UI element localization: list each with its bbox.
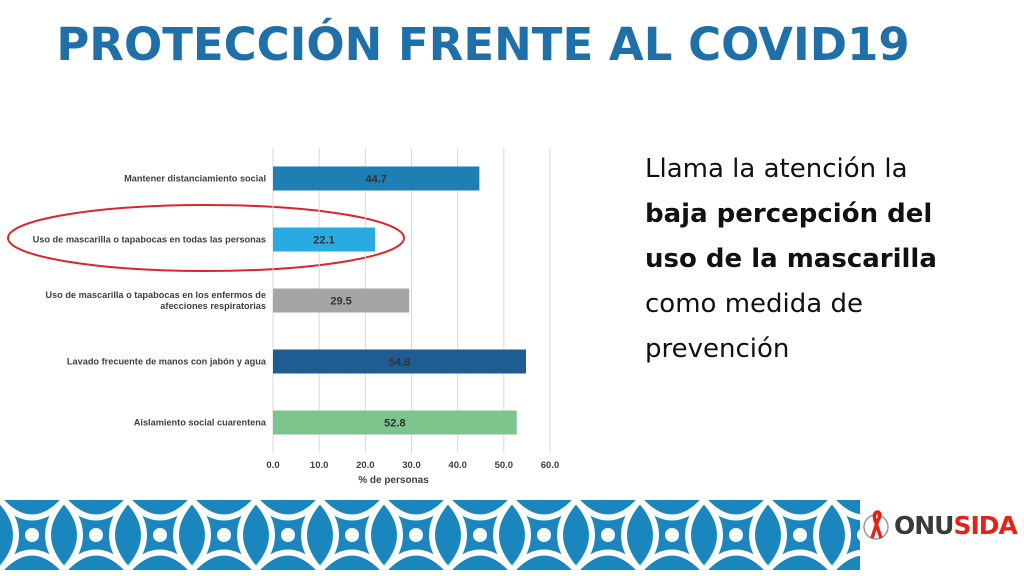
slide-title: PROTECCIÓN FRENTE AL COVID19 [56,18,910,71]
y-tick-label: Mantener distanciamiento social [124,173,266,183]
y-tick-label: Uso de mascarilla o tapabocas en todas l… [32,234,266,244]
logo-part: SIDA [953,511,1017,540]
x-tick-label: 60.0 [541,460,560,471]
value-label: 22.1 [313,235,334,247]
side-emphasis: baja percepción del uso de la mascarilla [645,199,937,274]
ribbon-logo [863,510,889,540]
x-tick-label: 40.0 [448,460,467,471]
bar [273,410,517,435]
highlight-ellipse [7,204,405,272]
value-label: 44.7 [365,174,386,186]
side-outro: como medida de prevención [645,289,863,364]
value-label: 54.8 [389,357,410,369]
bar [273,166,480,191]
y-tick-label: Lavado frecuente de manos con jabón y ag… [66,356,266,366]
bar [273,288,410,313]
y-tick-label: Aislamiento social cuarentena [133,417,266,427]
logo-text: ONUSIDA [894,511,1018,540]
value-label: 52.8 [384,418,405,430]
x-tick-label: 30.0 [402,460,421,471]
x-tick-label: 0.0 [266,460,279,471]
side-intro: Llama la atención la [645,154,908,184]
y-tick-label: Uso de mascarilla o tapabocas en los enf… [45,289,266,311]
side-text: Llama la atención la baja percepción del… [645,147,945,372]
x-axis-label: % de personas [358,475,429,486]
logo-part: ONU [894,511,954,540]
bar [273,349,526,374]
bar [273,227,376,252]
x-tick-label: 50.0 [495,460,514,471]
x-tick-label: 20.0 [356,460,375,471]
x-tick-label: 10.0 [310,460,329,471]
banner [0,500,860,570]
value-label: 29.5 [330,296,351,308]
